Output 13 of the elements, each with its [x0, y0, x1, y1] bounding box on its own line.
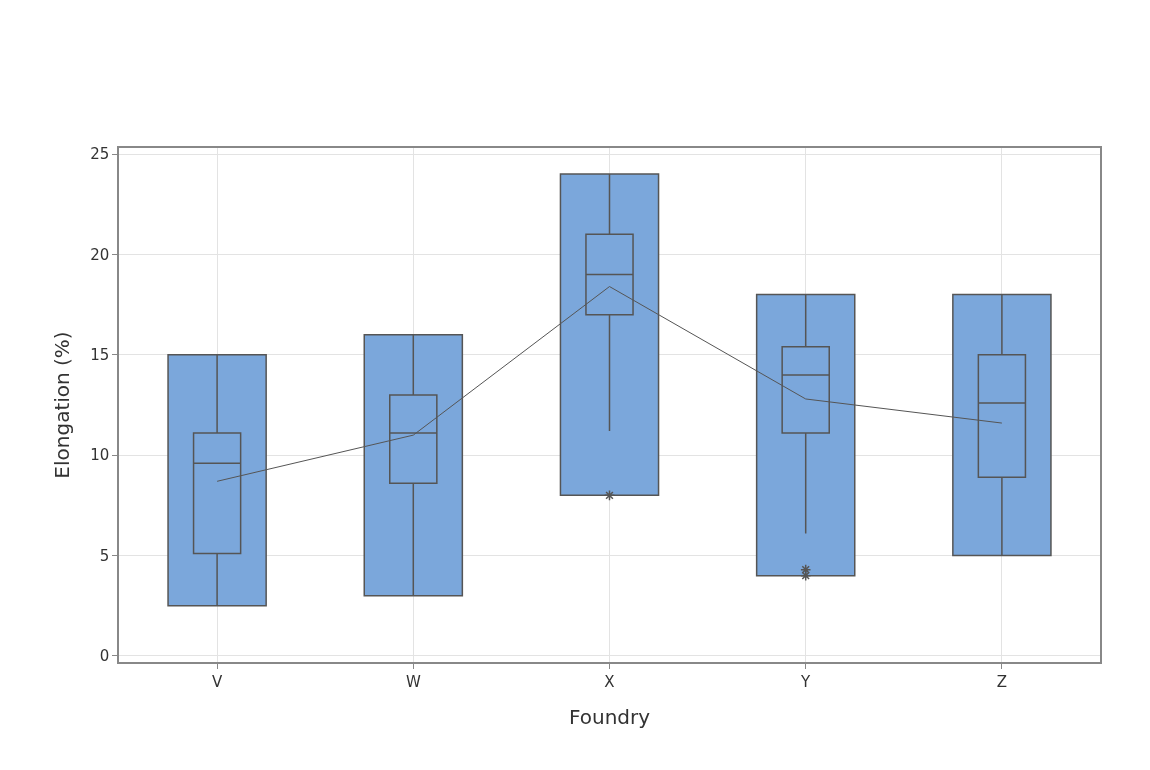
y-tick-label: 5: [99, 546, 110, 565]
y-tick-label: 10: [90, 446, 110, 465]
y-tick-label: 20: [90, 245, 110, 264]
y-tick-label: 25: [90, 145, 110, 164]
x-tick-label: W: [405, 672, 421, 691]
y-tick-label: 15: [90, 346, 110, 365]
x-tick-label: Y: [800, 672, 812, 691]
x-tick-label: Z: [996, 672, 1008, 691]
x-tick-label: X: [604, 672, 615, 691]
y-axis-title: Elongation (%): [50, 331, 75, 479]
y-tick-label: 0: [99, 647, 110, 666]
x-axis-title: Foundry: [568, 704, 651, 729]
x-tick-label: V: [211, 672, 223, 691]
